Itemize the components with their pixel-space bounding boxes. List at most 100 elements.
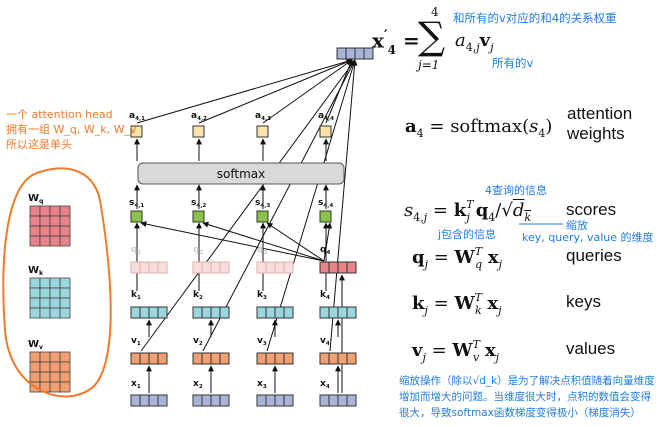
k-label-3: k3 bbox=[257, 290, 267, 301]
a-square-3 bbox=[256, 125, 269, 138]
weights-highlight-loop bbox=[2, 167, 112, 398]
x-vector-1-cell-2 bbox=[139, 394, 150, 407]
q-vector-3-cell-4 bbox=[283, 261, 294, 274]
s-square-1 bbox=[130, 210, 143, 223]
v-vector-4-cell-3 bbox=[337, 352, 348, 365]
head-note-line-3: 所以这是单头 bbox=[6, 138, 72, 151]
Wq-cell-1-0 bbox=[29, 215, 41, 227]
v-vector-2-cell-4 bbox=[219, 352, 230, 365]
arrow-q4-to-s-3 bbox=[266, 222, 325, 262]
k-vector-4-cell-4 bbox=[346, 306, 357, 319]
arrow-v-to-output-1 bbox=[140, 59, 356, 352]
s-square-3 bbox=[256, 210, 269, 223]
output-vector-cell-3 bbox=[354, 47, 365, 60]
head-note-line-2: 拥有一组 W_q, W_k, W_v bbox=[6, 123, 137, 136]
k-vector-1-cell-3 bbox=[148, 306, 159, 319]
x-vector-4-cell-1 bbox=[319, 394, 330, 407]
x-vector-2-cell-3 bbox=[210, 394, 221, 407]
s-square-2 bbox=[192, 210, 205, 223]
q-vector-1-cell-3 bbox=[148, 261, 159, 274]
eq-output-lhs: x′4 = bbox=[372, 28, 420, 57]
k-vector-4-cell-2 bbox=[328, 306, 339, 319]
x-vector-2-cell-2 bbox=[201, 394, 212, 407]
Wv-cell-2-2 bbox=[49, 371, 61, 383]
k-vector-2-cell-2 bbox=[201, 306, 212, 319]
v-vector-3-cell-4 bbox=[283, 352, 294, 365]
Wq-cell-0-3 bbox=[59, 205, 71, 217]
k-vector-1-cell-1 bbox=[130, 306, 141, 319]
x-vector-1-cell-4 bbox=[157, 394, 168, 407]
s-square-4 bbox=[319, 210, 332, 223]
q-vector-3-cell-2 bbox=[265, 261, 276, 274]
x-vector-4-cell-2 bbox=[328, 394, 339, 407]
q-vector-4-cell-4 bbox=[346, 261, 357, 274]
k-vector-3-cell-3 bbox=[274, 306, 285, 319]
keys-label: keys bbox=[566, 292, 601, 311]
v-vector-2-cell-1 bbox=[192, 352, 203, 365]
Wq-cell-3-1 bbox=[39, 235, 51, 247]
Wk-cell-2-2 bbox=[49, 297, 61, 309]
v-vector-4-cell-1 bbox=[319, 352, 330, 365]
x-label-2: x2 bbox=[193, 379, 203, 390]
q-vector-2-cell-3 bbox=[210, 261, 221, 274]
k-label-2: k2 bbox=[193, 290, 203, 301]
Wv-cell-1-3 bbox=[59, 361, 71, 373]
bottom-note-line-1: 缩放操作（除以√d_k）是为了解决点积值随着向量维度 bbox=[399, 375, 655, 387]
eq-sum-upper: 4 bbox=[431, 5, 439, 19]
x-vector-3-cell-1 bbox=[256, 394, 267, 407]
top-right-note: 和所有的v对应的和4的关系权重 bbox=[453, 11, 617, 25]
Wq-cell-2-1 bbox=[39, 225, 51, 237]
q-label-2: q2 bbox=[193, 245, 203, 256]
eq-sum-lower: j=1 bbox=[418, 58, 440, 72]
attention-word: attention bbox=[567, 104, 633, 123]
Wq-cell-2-3 bbox=[59, 225, 71, 237]
arrow-v-to-output-2 bbox=[202, 59, 356, 352]
output-vector-cell-4 bbox=[363, 47, 374, 60]
Wv-cell-1-0 bbox=[29, 361, 41, 373]
k-vector-2-cell-1 bbox=[192, 306, 203, 319]
Wk-cell-0-2 bbox=[49, 277, 61, 289]
k-label-1: k1 bbox=[131, 290, 141, 301]
q-vector-2-cell-4 bbox=[219, 261, 230, 274]
x-label-4: x4 bbox=[320, 379, 330, 390]
Wq-cell-1-3 bbox=[59, 215, 71, 227]
v-label-3: v3 bbox=[257, 336, 267, 347]
q-vector-4-cell-2 bbox=[328, 261, 339, 274]
k-vector-2-cell-4 bbox=[219, 306, 230, 319]
v-vector-3-cell-1 bbox=[256, 352, 267, 365]
arrow-a-to-output-4 bbox=[325, 59, 353, 124]
weights-word: weights bbox=[567, 124, 625, 143]
k-vector-3-cell-4 bbox=[283, 306, 294, 319]
x-vector-1-cell-3 bbox=[148, 394, 159, 407]
s-label-1: s4,1 bbox=[129, 198, 144, 209]
output-vector-cell-1 bbox=[336, 47, 347, 60]
v-vector-4-cell-2 bbox=[328, 352, 339, 365]
all-v-note: 所有的v bbox=[492, 56, 534, 70]
Wk-cell-2-0 bbox=[29, 297, 41, 309]
k-vector-1-cell-4 bbox=[157, 306, 168, 319]
Wv-cell-2-1 bbox=[39, 371, 51, 383]
q-vector-1-cell-4 bbox=[157, 261, 168, 274]
v-vector-1-cell-1 bbox=[130, 352, 141, 365]
Wq-cell-0-0 bbox=[29, 205, 41, 217]
x-vector-2-cell-1 bbox=[192, 394, 203, 407]
arrow-q4-to-s-1 bbox=[140, 221, 325, 262]
x-vector-2-cell-4 bbox=[219, 394, 230, 407]
Wv-cell-2-3 bbox=[59, 371, 71, 383]
Wv-cell-2-0 bbox=[29, 371, 41, 383]
query-info-note: 4查询的信息 bbox=[485, 184, 547, 197]
eq-queries: qj = WTq xj bbox=[412, 245, 503, 271]
k-vector-3-cell-1 bbox=[256, 306, 267, 319]
Wv-cell-0-3 bbox=[59, 351, 71, 363]
Wk-cell-3-1 bbox=[39, 307, 51, 319]
k-vector-4-cell-3 bbox=[337, 306, 348, 319]
eq-values: vj = WTv xj bbox=[412, 338, 500, 364]
q-vector-1-cell-1 bbox=[130, 261, 141, 274]
Wk-cell-3-2 bbox=[49, 307, 61, 319]
v-vector-3-cell-3 bbox=[274, 352, 285, 365]
Wv-cell-1-2 bbox=[49, 361, 61, 373]
Wq-cell-3-0 bbox=[29, 235, 41, 247]
arrow-a-to-output-1 bbox=[136, 58, 353, 124]
a-label-1: a4,1 bbox=[129, 111, 145, 122]
